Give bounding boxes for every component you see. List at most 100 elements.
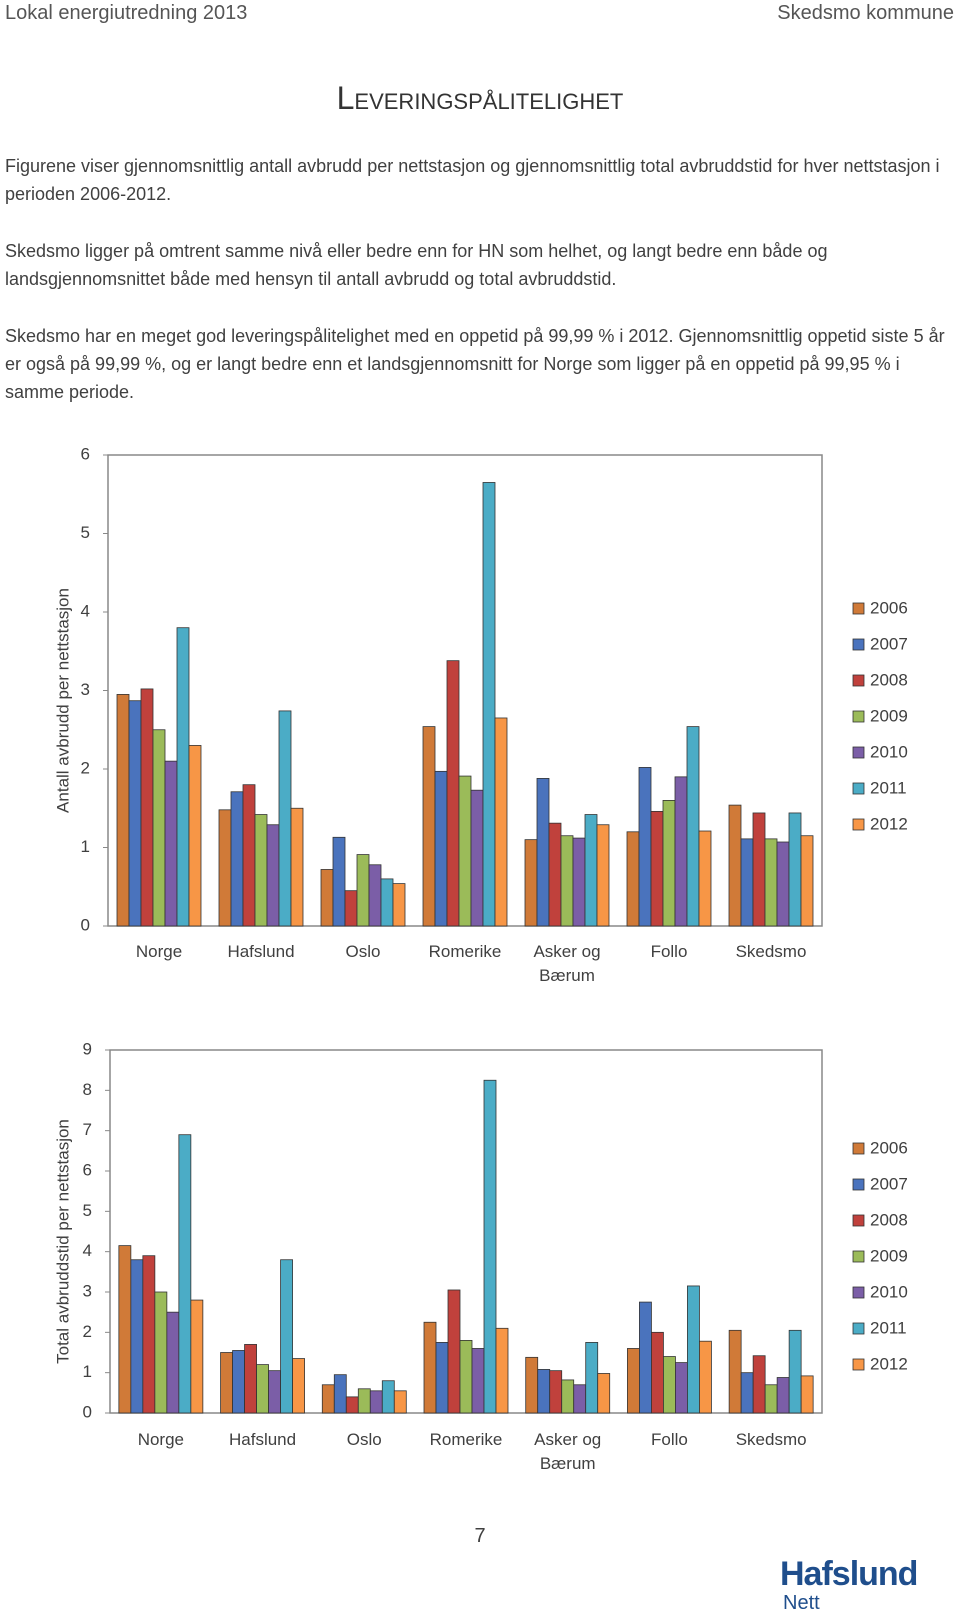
legend-label: 2011	[870, 1318, 907, 1337]
bar	[596, 824, 610, 927]
bar	[585, 1342, 599, 1414]
bar	[483, 1079, 497, 1414]
y-tick-label: 1	[83, 1362, 92, 1381]
legend-swatch	[852, 1358, 865, 1371]
bar	[392, 883, 406, 927]
y-axis-title: Antall avbrudd per nettstasjon	[53, 588, 72, 813]
y-tick-label: 9	[83, 1039, 92, 1058]
bar	[369, 1390, 383, 1414]
bar	[548, 822, 562, 927]
bar	[584, 814, 598, 927]
bar	[446, 660, 460, 927]
legend-swatch	[852, 1214, 865, 1227]
bar	[561, 1379, 575, 1414]
x-tick-label: Norge	[137, 1430, 184, 1449]
bar	[176, 627, 190, 927]
bar	[470, 789, 484, 927]
bar	[698, 830, 712, 927]
y-tick-label: 6	[81, 444, 90, 463]
bar	[740, 1372, 754, 1414]
legend-swatch	[852, 1322, 865, 1335]
bar	[393, 1390, 407, 1414]
bar	[254, 814, 268, 927]
y-tick-label: 0	[83, 1402, 92, 1421]
y-axis-title: Total avbruddstid per nettstasjon	[53, 1119, 72, 1364]
bar	[471, 1348, 485, 1414]
bar	[728, 804, 742, 927]
bar	[639, 1301, 652, 1414]
bar	[776, 841, 790, 927]
legend-label: 2007	[870, 634, 908, 653]
bar	[752, 812, 766, 927]
y-tick-label: 3	[83, 1281, 92, 1300]
x-tick-label: Hafslund	[229, 1430, 297, 1449]
bar	[728, 1329, 742, 1414]
bar	[549, 1370, 563, 1414]
legend-label: 2006	[870, 1138, 908, 1157]
bar	[650, 810, 664, 927]
bar	[597, 1373, 611, 1414]
bar	[662, 800, 676, 927]
x-tick-label: Asker og Bærum	[533, 942, 601, 985]
bar	[128, 700, 142, 927]
bar	[458, 775, 472, 927]
paragraph: Skedsmo har en meget god leveringspålite…	[5, 326, 945, 402]
bar	[459, 1340, 473, 1414]
bar	[447, 1289, 461, 1414]
bar	[320, 869, 334, 927]
bar	[776, 1377, 790, 1414]
page-number: 7	[474, 1525, 486, 1547]
bar	[788, 1329, 802, 1414]
bar	[482, 482, 496, 927]
legend-label: 2010	[870, 1282, 908, 1301]
legend-label: 2007	[870, 1174, 908, 1193]
legend-swatch	[852, 1250, 865, 1263]
y-tick-label: 1	[81, 837, 90, 856]
bar	[244, 1344, 257, 1414]
legend-swatch	[852, 782, 865, 795]
bar	[152, 729, 166, 927]
legend-label: 2006	[870, 598, 908, 617]
bar	[332, 836, 346, 927]
x-tick-label: Romerike	[429, 1430, 503, 1449]
bar	[651, 1331, 664, 1414]
bar	[626, 831, 640, 927]
bar	[230, 791, 244, 927]
x-tick-label: Hafslund	[227, 942, 295, 961]
y-tick-label: 0	[81, 915, 90, 934]
logo-sub: Nett	[783, 1592, 820, 1614]
bar	[368, 864, 382, 927]
bar	[381, 1380, 395, 1414]
bar	[268, 1370, 281, 1414]
y-tick-label: 5	[81, 523, 90, 542]
bar	[422, 726, 436, 927]
bar	[663, 1356, 676, 1414]
legend-label: 2008	[870, 1210, 908, 1229]
bar	[800, 1375, 814, 1414]
bar	[560, 835, 574, 927]
bar	[256, 1364, 269, 1414]
bar	[638, 767, 652, 927]
header-right: Skedsmo kommune	[777, 2, 954, 24]
x-tick-label: Skedsmo	[735, 1430, 807, 1449]
header-left: Lokal energiutredning 2013	[5, 2, 248, 24]
bar	[423, 1321, 437, 1414]
bar	[536, 778, 550, 927]
bar	[788, 812, 802, 927]
legend-swatch	[852, 602, 865, 615]
bar	[687, 1285, 700, 1414]
x-tick-label: Romerike	[428, 942, 502, 961]
bar	[380, 878, 394, 927]
bar	[140, 688, 154, 927]
bar	[232, 1350, 245, 1414]
legend-label: 2012	[870, 814, 908, 833]
x-tick-label: Asker og Bærum	[534, 1430, 602, 1473]
legend-swatch	[852, 710, 865, 723]
x-tick-label: Skedsmo	[735, 942, 807, 961]
legend-label: 2008	[870, 670, 908, 689]
legend-swatch	[852, 674, 865, 687]
bar	[116, 694, 130, 927]
bar	[333, 1374, 347, 1414]
legend-swatch	[852, 1142, 865, 1155]
